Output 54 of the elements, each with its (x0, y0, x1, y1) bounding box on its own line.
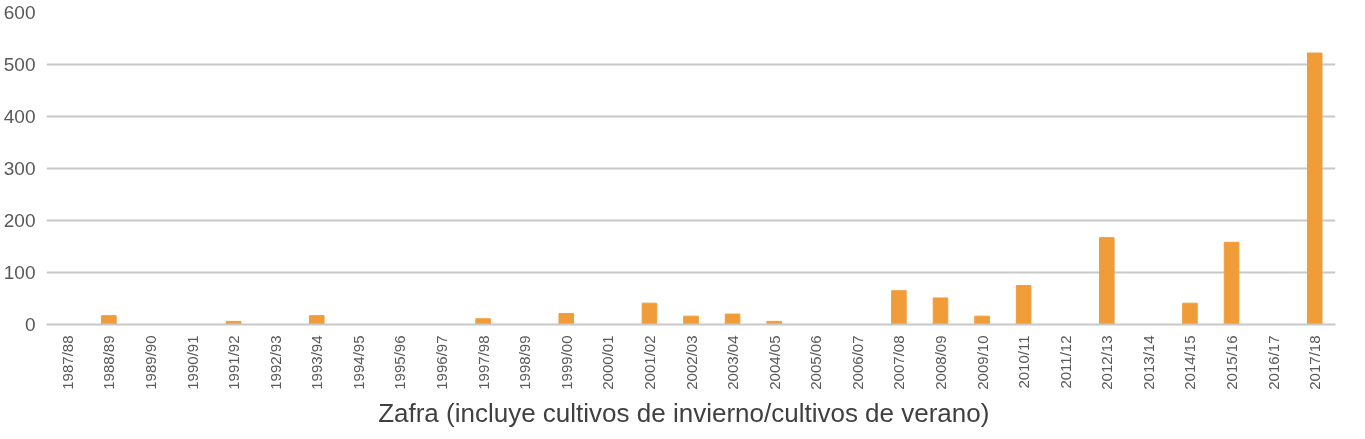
y-tick-label: 100 (3, 262, 36, 283)
bar (641, 302, 658, 325)
y-tick-label: 500 (3, 54, 36, 75)
bar (1015, 285, 1032, 325)
x-tick-label: 2013/14 (1139, 335, 1157, 390)
x-tick-label: 2016/17 (1264, 335, 1282, 390)
x-tick-label: 1987/88 (58, 335, 76, 390)
bar (1182, 302, 1198, 325)
x-tick-label: 2001/02 (640, 335, 658, 390)
y-tick-label: 0 (24, 314, 36, 335)
x-tick-label: 2015/16 (1223, 335, 1241, 390)
x-tick-label: 2014/15 (1181, 335, 1199, 390)
bar (683, 315, 699, 325)
x-axis-title: Zafra (incluye cultivos de invierno/cultivos de verano) (378, 397, 990, 428)
bar (309, 315, 325, 325)
x-tick-label: 2012/13 (1098, 335, 1116, 390)
x-tick-label: 1989/90 (141, 335, 159, 390)
bar (1099, 237, 1115, 325)
x-tick-label: 2000/01 (599, 335, 617, 390)
x-tick-label: 1995/96 (391, 335, 409, 390)
x-tick-label: 1990/91 (183, 335, 201, 390)
x-tick-label: 2010/11 (1015, 335, 1033, 389)
bar (724, 313, 741, 325)
bar (558, 313, 575, 325)
x-tick-label: 2005/06 (807, 335, 825, 390)
y-tick-label: 600 (3, 2, 36, 23)
x-tick-label: 2008/09 (931, 335, 949, 390)
x-tick-label: 1992/93 (266, 335, 284, 390)
bar (891, 290, 907, 325)
bar (1306, 52, 1323, 325)
x-tick-label: 2017/18 (1306, 335, 1324, 390)
y-tick-label: 200 (3, 210, 36, 231)
x-tick-label: 1993/94 (308, 335, 326, 390)
x-tick-label: 2006/07 (848, 335, 866, 390)
bar (101, 315, 117, 325)
bar (1223, 241, 1240, 325)
x-tick-label: 2004/05 (765, 335, 783, 390)
x-tick-label: 2003/04 (724, 335, 742, 390)
x-tick-label: 1988/89 (100, 335, 118, 390)
x-tick-label: 1991/92 (225, 335, 243, 390)
y-tick-label: 300 (3, 158, 36, 179)
x-tick-label: 2009/10 (973, 335, 991, 390)
x-tick-label: 2002/03 (682, 335, 700, 390)
x-tick-label: 1996/97 (433, 335, 451, 390)
bar (475, 318, 491, 325)
x-tick-label: 2011/12 (1056, 335, 1074, 389)
bar (932, 297, 949, 325)
x-tick-label: 1998/99 (516, 335, 534, 390)
bar (974, 315, 990, 325)
x-tick-label: 1994/95 (349, 335, 367, 390)
x-tick-label: 2007/08 (890, 335, 908, 390)
x-tick-label: 1997/98 (474, 335, 492, 390)
x-tick-label: 1999/00 (557, 335, 575, 390)
y-tick-label: 400 (3, 106, 36, 127)
